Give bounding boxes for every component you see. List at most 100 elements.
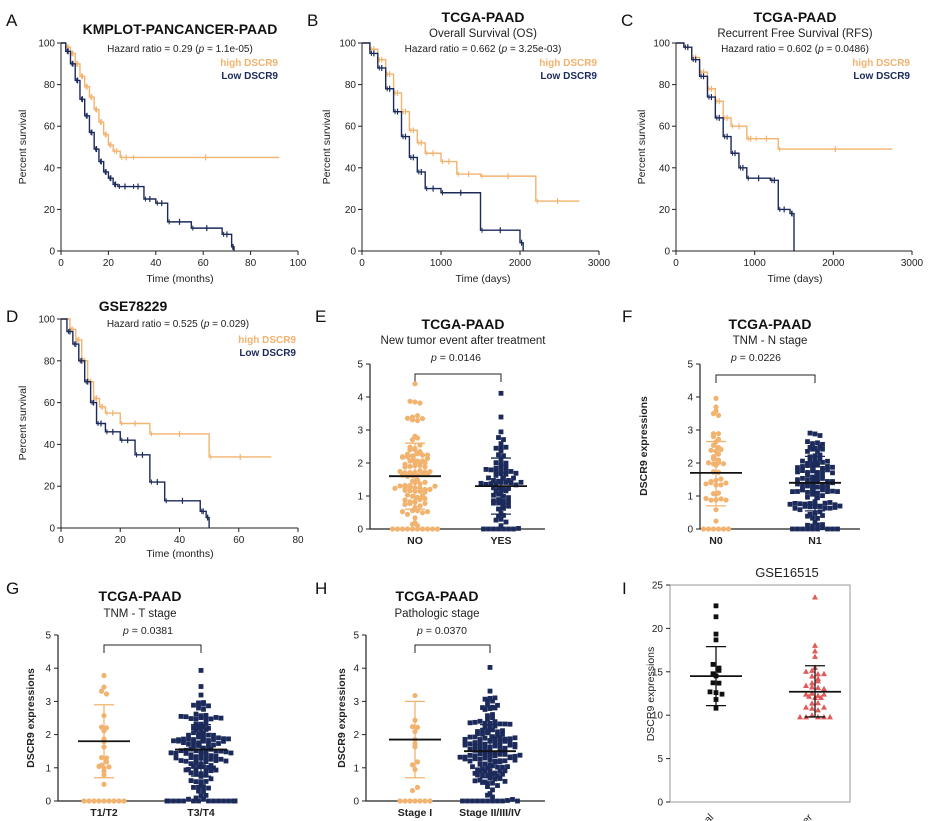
data-point — [477, 768, 483, 774]
data-point — [802, 501, 808, 507]
data-point — [203, 751, 209, 757]
panel-I: I GSE16515 0 5 10 15 20 25 DSCR9 expressions al ti… — [622, 565, 851, 821]
data-point — [432, 483, 438, 489]
data-point — [497, 758, 503, 764]
data-point — [492, 743, 498, 749]
data-point — [404, 451, 411, 457]
y-tick-label: 3 — [353, 697, 359, 708]
data-point — [409, 414, 416, 420]
data-point — [480, 772, 485, 778]
data-point — [407, 463, 413, 470]
data-point — [116, 798, 122, 804]
data-point — [496, 506, 501, 512]
p-value: p = 0.0146 — [430, 352, 481, 364]
hazard-suffix: = 3.25e-03) — [507, 44, 561, 55]
data-point — [402, 461, 408, 467]
data-point — [103, 759, 110, 765]
data-point — [477, 761, 483, 767]
y-tick-label: 0 — [350, 247, 356, 258]
data-point — [193, 771, 199, 777]
data-point — [515, 798, 520, 804]
x-tick-label: 60 — [198, 258, 210, 269]
data-point — [490, 727, 495, 733]
data-point — [196, 743, 201, 748]
x-tick-label: tic cer — [787, 811, 816, 821]
data-point — [708, 497, 714, 503]
data-point — [101, 798, 107, 804]
data-point — [183, 751, 189, 756]
y-tick-label: 0 — [687, 525, 693, 536]
data-point — [482, 761, 488, 767]
data-point — [713, 404, 719, 410]
data-point — [485, 716, 490, 722]
data-point — [810, 468, 815, 474]
data-point — [825, 479, 830, 484]
data-point — [800, 475, 805, 481]
data-point — [807, 504, 813, 510]
data-point — [176, 737, 181, 743]
panel-C: C TCGA-PAAD Recurrent Free Survival (RFS) 0… — [621, 9, 924, 285]
data-point — [792, 500, 798, 506]
data-point — [805, 489, 810, 495]
data-point — [201, 784, 206, 789]
data-point — [480, 727, 485, 733]
data-point — [708, 447, 714, 453]
data-point — [414, 458, 421, 464]
data-point — [503, 460, 509, 466]
data-point — [820, 465, 825, 471]
data-point — [475, 729, 480, 734]
data-point — [203, 768, 209, 774]
data-point — [407, 798, 413, 804]
data-point — [193, 754, 199, 760]
data-point — [472, 778, 478, 784]
data-point — [718, 482, 724, 488]
data-point — [417, 485, 423, 491]
data-point — [193, 711, 199, 717]
data-point — [409, 762, 416, 768]
data-point — [203, 792, 209, 798]
data-point — [183, 767, 189, 773]
data-point — [503, 488, 509, 494]
data-point — [480, 766, 485, 772]
data-point — [477, 743, 483, 749]
y-tick-label: 100 — [339, 39, 356, 50]
data-point — [807, 511, 813, 517]
data-point — [503, 444, 509, 450]
data-point — [830, 470, 835, 476]
data-point — [213, 715, 219, 720]
data-point — [422, 798, 428, 804]
data-point — [218, 748, 224, 754]
data-point — [206, 765, 211, 770]
y-tick-label: 80 — [659, 80, 671, 91]
data-point — [715, 457, 722, 463]
data-point — [495, 764, 500, 770]
data-point — [427, 486, 433, 492]
data-point — [803, 668, 809, 674]
data-point — [710, 461, 717, 467]
data-point — [98, 724, 105, 730]
y-tick-label: 5 — [657, 754, 663, 765]
data-point — [193, 767, 199, 773]
data-point — [402, 482, 408, 489]
data-point — [409, 493, 416, 499]
data-point — [414, 417, 421, 424]
chart-title: TCGA-PAAD — [754, 9, 837, 25]
data-point — [482, 768, 488, 774]
data-point — [462, 740, 468, 745]
data-point — [506, 503, 511, 509]
data-point — [198, 684, 204, 689]
data-point — [830, 479, 835, 484]
y-tick-label: 2 — [353, 730, 359, 741]
data-point — [825, 467, 830, 473]
data-point — [800, 526, 805, 532]
km-curve-low — [676, 42, 795, 251]
panel-D: D GSE78229 0 20 40 60 80 0 20 40 60 80 100 Time (mont… — [6, 298, 304, 560]
data-point — [482, 779, 488, 785]
data-point — [820, 446, 825, 452]
data-point — [193, 795, 199, 801]
data-point — [713, 705, 719, 711]
data-point — [201, 738, 206, 744]
data-point — [106, 764, 112, 770]
data-point — [496, 485, 501, 491]
data-point — [490, 798, 495, 804]
